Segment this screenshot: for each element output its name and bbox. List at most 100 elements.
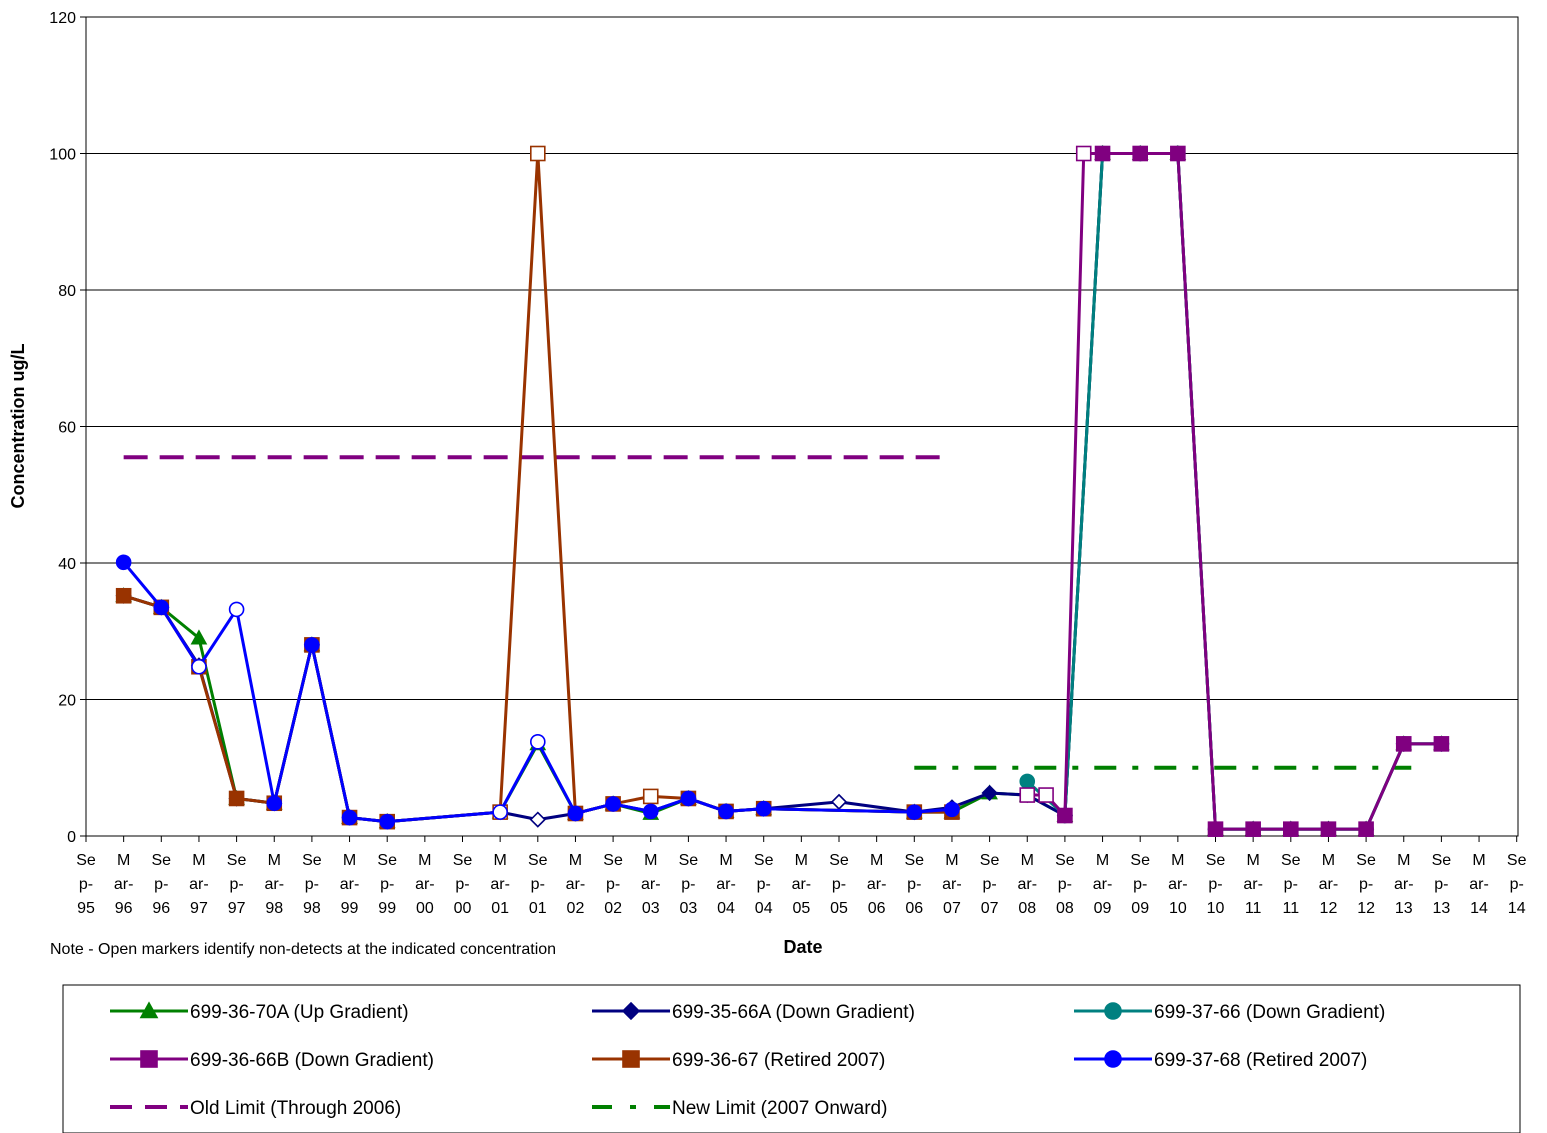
data-point <box>1104 1050 1122 1068</box>
data-point <box>1283 821 1299 837</box>
data-point <box>1395 736 1412 752</box>
data-point <box>266 795 283 812</box>
data-point <box>944 801 960 818</box>
gridlines <box>86 153 1518 700</box>
data-point <box>379 813 396 830</box>
x-tick-label: Se p-13 <box>1432 852 1452 917</box>
x-axis-ticks: Se p-95 M ar-96 Se p-96 M ar-97 Se p-97 M ar-98 Se p-… <box>76 836 1527 917</box>
data-point <box>1019 787 1036 803</box>
series-lines <box>115 144 1450 838</box>
x-tick-label: Se p-09 <box>1130 852 1150 917</box>
data-point <box>304 637 320 653</box>
y-tick-label: 40 <box>58 556 76 573</box>
legend-item: 699-35-66A (Down Gradient) <box>592 1001 915 1023</box>
data-point <box>642 788 659 805</box>
x-tick-label: Se p-14 <box>1507 852 1527 917</box>
data-point <box>1207 821 1224 837</box>
data-point <box>139 1001 159 1019</box>
x-tick-label: Se p-05 <box>829 852 849 917</box>
legend-label: 699-37-68 (Retired 2007) <box>1154 1050 1367 1071</box>
series-group <box>1019 145 1450 837</box>
x-tick-label: Se p-95 <box>76 852 96 917</box>
legend-item: 699-37-66 (Down Gradient) <box>1074 1002 1385 1023</box>
x-tick-label: Se p-01 <box>528 852 548 917</box>
series-group <box>115 554 960 830</box>
legend-label: Old Limit (Through 2006) <box>190 1098 401 1119</box>
data-point <box>1132 145 1148 162</box>
data-point <box>529 811 546 828</box>
legend-item: 699-36-66B (Down Gradient) <box>110 1050 434 1071</box>
data-point <box>1245 821 1261 837</box>
series-line <box>123 152 1442 831</box>
series-line <box>1026 152 1442 831</box>
legend-item: 699-36-67 (Retired 2007) <box>592 1050 885 1071</box>
data-point <box>622 1050 640 1068</box>
data-point <box>680 790 697 807</box>
data-point <box>1094 145 1111 162</box>
data-point <box>1433 736 1450 752</box>
x-tick-label: Se p-10 <box>1206 852 1226 917</box>
data-point <box>981 784 998 802</box>
series-line <box>123 152 952 824</box>
data-point <box>115 587 132 604</box>
data-point <box>1320 821 1337 837</box>
legend-label: 699-35-66A (Down Gradient) <box>672 1002 915 1023</box>
y-axis-title: Concentration ug/L <box>8 344 28 509</box>
legend-box <box>62 984 1521 1133</box>
data-point <box>191 658 207 675</box>
x-tick-label: Se p-04 <box>754 852 774 917</box>
x-tick-label: Se p-06 <box>905 852 925 917</box>
data-point <box>621 1001 641 1021</box>
legend-label: 699-36-66B (Down Gradient) <box>190 1050 434 1071</box>
x-axis-title: Date <box>783 937 822 957</box>
data-point <box>529 734 546 750</box>
legend-label: New Limit (2007 Onward) <box>672 1098 887 1119</box>
data-point <box>153 599 170 616</box>
data-point <box>529 145 546 162</box>
x-tick-label: Se p-97 <box>227 852 247 917</box>
x-tick-label: Se p-07 <box>980 852 1000 917</box>
data-point <box>567 805 584 822</box>
chart-note: Note - Open markers identify non-detects… <box>50 941 556 958</box>
data-point <box>1038 787 1054 803</box>
data-point <box>228 601 245 618</box>
series-line <box>123 152 1442 831</box>
data-point <box>718 803 734 820</box>
data-point <box>1019 773 1036 790</box>
x-tick-label: Se p-99 <box>377 852 397 917</box>
series-group <box>115 145 960 830</box>
data-point <box>755 800 772 817</box>
data-point <box>1358 821 1374 837</box>
series-group <box>115 145 1450 838</box>
data-point <box>341 809 358 826</box>
data-point <box>115 554 132 571</box>
series-group <box>1019 145 1450 837</box>
data-point <box>1104 1002 1122 1020</box>
data-point <box>1170 145 1186 162</box>
y-tick-label: 20 <box>58 693 76 710</box>
series-group <box>115 144 1450 836</box>
x-tick-label: Se p-02 <box>603 852 623 917</box>
x-tick-label: Se p-08 <box>1055 852 1075 917</box>
data-point <box>605 796 621 812</box>
y-tick-label: 100 <box>49 147 76 164</box>
series-line <box>1027 152 1442 831</box>
legend-item: 699-37-68 (Retired 2007) <box>1074 1050 1367 1071</box>
data-point <box>830 793 848 811</box>
legend-item: New Limit (2007 Onward) <box>592 1098 887 1119</box>
y-tick-label: 0 <box>67 829 76 846</box>
legend: 699-36-70A (Up Gradient) 699-35-66A (Down… <box>110 1001 1385 1119</box>
x-tick-label: Se p-98 <box>302 852 322 917</box>
